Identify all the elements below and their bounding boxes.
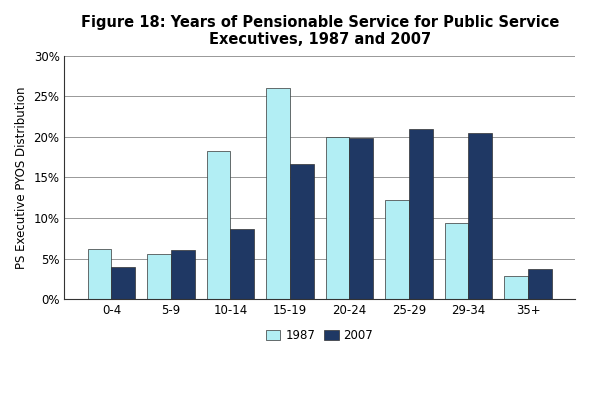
Bar: [504, 276, 528, 299]
Bar: [326, 137, 349, 299]
Bar: [112, 268, 135, 299]
Bar: [445, 223, 468, 299]
Bar: [147, 254, 171, 299]
Y-axis label: PS Executive PYOS Distribution: PS Executive PYOS Distribution: [15, 86, 28, 268]
Bar: [468, 133, 492, 299]
Bar: [266, 88, 290, 299]
Bar: [171, 250, 195, 299]
Bar: [290, 164, 314, 299]
Bar: [231, 229, 254, 299]
Title: Figure 18: Years of Pensionable Service for Public Service
Executives, 1987 and : Figure 18: Years of Pensionable Service …: [80, 15, 559, 47]
Legend: 1987, 2007: 1987, 2007: [261, 324, 378, 347]
Bar: [385, 200, 409, 299]
Bar: [528, 269, 552, 299]
Bar: [409, 129, 433, 299]
Bar: [349, 138, 373, 299]
Bar: [88, 249, 112, 299]
Bar: [206, 151, 231, 299]
